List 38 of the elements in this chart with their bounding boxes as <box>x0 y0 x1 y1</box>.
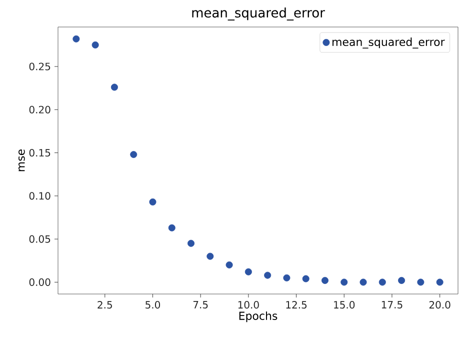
point <box>302 275 310 282</box>
point <box>168 224 176 232</box>
x-axis-title: Epochs <box>239 311 278 322</box>
point <box>226 261 233 268</box>
x-tick-label: 5.0 <box>146 301 160 309</box>
chart-title: mean_squared_error <box>192 8 325 20</box>
point <box>264 272 272 279</box>
y-axis-title: mse <box>18 149 25 172</box>
point <box>72 35 80 42</box>
point <box>417 278 424 286</box>
x-tick-label: 10.0 <box>238 301 259 309</box>
x-tick-label: 12.5 <box>286 301 307 309</box>
legend-label: mean_squared_error <box>332 38 445 48</box>
x-tick-label: 15.0 <box>334 301 355 309</box>
x-tick-label: 17.5 <box>382 301 402 308</box>
y-tick-label: 0.25 <box>29 62 50 70</box>
x-tick-label: 7.5 <box>193 301 208 308</box>
point <box>206 252 214 260</box>
x-tick-label: 20.0 <box>429 301 450 309</box>
point <box>321 276 328 284</box>
point <box>436 278 444 286</box>
point <box>92 41 99 48</box>
point <box>149 198 156 206</box>
point <box>398 276 406 284</box>
y-tick-label: 0.20 <box>29 106 50 114</box>
point <box>360 278 367 286</box>
point <box>130 151 138 158</box>
point <box>188 240 195 247</box>
point <box>378 278 386 286</box>
y-tick-label: 0.05 <box>29 235 50 243</box>
y-tick-label: 0.15 <box>29 148 50 157</box>
point <box>110 84 118 91</box>
y-tick-label: 0.10 <box>29 192 50 200</box>
point <box>244 268 252 276</box>
y-tick-label: 0.00 <box>29 278 50 286</box>
point <box>340 278 348 286</box>
x-tick-label: 2.5 <box>98 301 112 309</box>
point <box>283 274 290 282</box>
